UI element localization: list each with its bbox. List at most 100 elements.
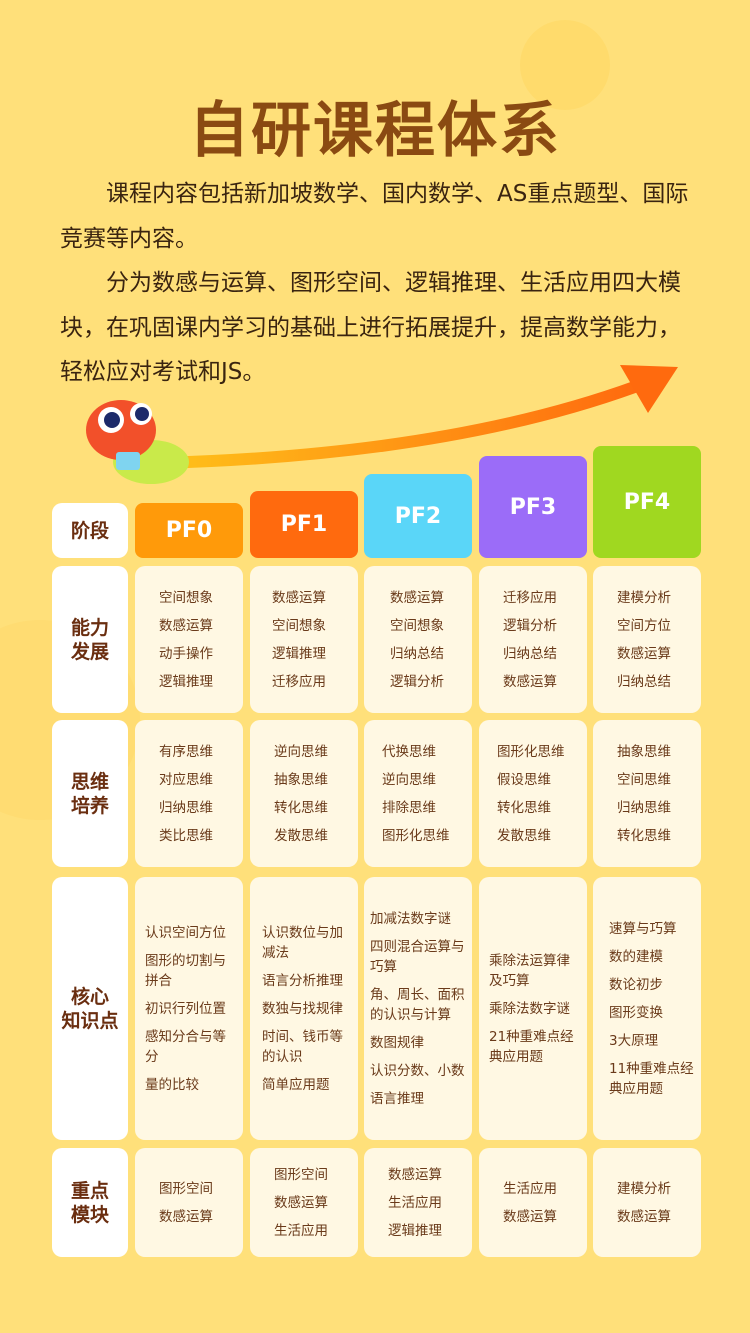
cell-item: 加减法数字谜 (370, 910, 451, 927)
cell-pf2: 代换思维 逆向思维 排除思维 图形化思维 (364, 720, 472, 867)
cell-pf4: 抽象思维 空间思维 归纳思维 转化思维 (593, 720, 701, 867)
growth-arrow-icon (154, 365, 678, 469)
cell-item: 认识分数、小数 (370, 1062, 465, 1079)
cell-item: 动手操作 (159, 645, 213, 662)
row-label: 重点 模块 (52, 1148, 128, 1257)
cell-item: 空间思维 (617, 771, 671, 788)
decoration (520, 20, 610, 110)
row-label-line: 培养 (70, 794, 109, 817)
cell-item: 归纳思维 (617, 799, 671, 816)
cell-item: 乘除法运算律及巧算 (489, 952, 570, 989)
cell-pf0: 有序思维 对应思维 归纳思维 类比思维 (135, 720, 243, 867)
cell-item: 四则混合运算与巧算 (370, 938, 465, 975)
cell-item: 归纳总结 (503, 645, 557, 662)
cell-item: 逆向思维 (382, 771, 436, 788)
cell-item: 感知分合与等分 (145, 1028, 226, 1065)
cell-item: 逻辑推理 (388, 1222, 442, 1239)
stage-pf4: PF4 (593, 446, 701, 558)
stage-label: 阶段 (52, 503, 128, 558)
cell-item: 生活应用 (274, 1222, 328, 1239)
cell-item: 代换思维 (382, 743, 436, 760)
cell-item: 数图规律 (370, 1034, 424, 1051)
cell-pf3: 图形化思维 假设思维 转化思维 发散思维 (479, 720, 587, 867)
cell-item: 逻辑推理 (272, 645, 326, 662)
cell-item: 角、周长、面积的认识与计算 (370, 986, 465, 1023)
row-label: 能力 发展 (52, 566, 128, 713)
stage-pf1: PF1 (250, 491, 358, 558)
cell-item: 发散思维 (274, 827, 328, 844)
cell-item: 归纳总结 (617, 673, 671, 690)
cell-item: 认识空间方位 (145, 924, 226, 941)
cell-item: 逻辑分析 (503, 617, 557, 634)
cell-item: 语言分析推理 (262, 972, 343, 989)
cell-pf4: 建模分析 数感运算 (593, 1148, 701, 1257)
cell-pf3: 生活应用 数感运算 (479, 1148, 587, 1257)
cell-item: 归纳总结 (390, 645, 444, 662)
cell-item: 认识数位与加减法 (262, 924, 343, 961)
cell-item: 速算与巧算 (609, 920, 677, 937)
cell-pf0: 认识空间方位图形的切割与拼合初识行列位置感知分合与等分量的比较 (135, 877, 243, 1140)
cell-pf2: 数感运算生活应用逻辑推理 (364, 1148, 472, 1257)
cell-item: 数感运算 (159, 617, 213, 634)
cell-item: 3大原理 (609, 1032, 659, 1049)
cell-item: 发散思维 (497, 827, 551, 844)
cell-item: 生活应用 (503, 1180, 557, 1197)
cell-item: 图形的切割与拼合 (145, 952, 226, 989)
cell-item: 抽象思维 (274, 771, 328, 788)
intro-text: 课程内容包括新加坡数学、国内数学、AS重点题型、国际竞赛等内容。 分为数感与运算… (60, 172, 700, 395)
cell-item: 排除思维 (382, 799, 436, 816)
cell-pf1: 认识数位与加减法语言分析推理 数独与找规律时间、钱币等的认识简单应用题 (250, 877, 358, 1140)
cell-pf4: 速算与巧算数的建模数论初步图形变换 3大原理 11种重难点经典应用题 (593, 877, 701, 1140)
cell-pf1: 图形空间 数感运算 生活应用 (250, 1148, 358, 1257)
cell-item: 时间、钱币等的认识 (262, 1028, 343, 1065)
intro-paragraph: 分为数感与运算、图形空间、逻辑推理、生活应用四大模块，在巩固课内学习的基础上进行… (60, 270, 681, 385)
row-label-line: 能力 (70, 616, 109, 639)
cell-item: 简单应用题 (262, 1076, 330, 1093)
cell-pf0: 空间想象数感运算动手操作逻辑推理 (135, 566, 243, 713)
cell-item: 逻辑推理 (159, 673, 213, 690)
cell-item: 图形变换 (609, 1004, 663, 1021)
cell-pf3: 乘除法运算律及巧算乘除法数字谜 21种重难点经典应用题 (479, 877, 587, 1140)
row-label-line: 重点 (70, 1179, 109, 1202)
row-label-line: 核心 (70, 985, 109, 1008)
cell-item: 空间想象 (159, 589, 213, 606)
cell-item: 数感运算 (159, 1208, 213, 1225)
cell-item: 数感运算 (388, 1166, 442, 1183)
cell-item: 数的建模 (609, 948, 663, 965)
cell-pf1: 逆向思维抽象思维转化思维发散思维 (250, 720, 358, 867)
cell-item: 空间方位 (617, 617, 671, 634)
cell-item: 数论初步 (609, 976, 663, 993)
stage-pf0: PF0 (135, 503, 243, 558)
cell-item: 11种重难点经典应用题 (609, 1060, 694, 1097)
cell-pf4: 建模分析 空间方位 数感运算 归纳总结 (593, 566, 701, 713)
cell-item: 数独与找规律 (262, 1000, 343, 1017)
cell-pf2: 数感运算 空间想象 归纳总结 逻辑分析 (364, 566, 472, 713)
cell-item: 逆向思维 (274, 743, 328, 760)
row-label-line: 思维 (70, 770, 109, 793)
cell-pf0: 图形空间 数感运算 (135, 1148, 243, 1257)
cell-item: 数感运算 (503, 1208, 557, 1225)
row-label-line: 发展 (70, 640, 109, 663)
cell-item: 数感运算 (272, 589, 326, 606)
cell-item: 建模分析 (617, 1180, 671, 1197)
cell-item: 数感运算 (503, 673, 557, 690)
cell-item: 生活应用 (388, 1194, 442, 1211)
cell-item: 有序思维 (159, 743, 213, 760)
cell-item: 数感运算 (390, 589, 444, 606)
cell-item: 转化思维 (497, 799, 551, 816)
row-label: 核心 知识点 (52, 877, 128, 1140)
cell-item: 量的比较 (145, 1076, 199, 1093)
cell-item: 类比思维 (159, 827, 213, 844)
cell-item: 抽象思维 (617, 743, 671, 760)
cell-item: 转化思维 (274, 799, 328, 816)
cell-item: 图形空间 (274, 1166, 328, 1183)
cell-item: 空间想象 (390, 617, 444, 634)
cell-item: 空间想象 (272, 617, 326, 634)
cell-item: 假设思维 (497, 771, 551, 788)
row-label: 思维 培养 (52, 720, 128, 867)
cell-item: 乘除法数字谜 (489, 1000, 570, 1017)
cell-item: 图形空间 (159, 1180, 213, 1197)
cell-pf2: 加减法数字谜 四则混合运算与巧算 角、周长、面积的认识与计算 数图规律 认识分数、小数语… (364, 877, 472, 1140)
cell-item: 21种重难点经典应用题 (489, 1028, 574, 1065)
cell-item: 初识行列位置 (145, 1000, 226, 1017)
